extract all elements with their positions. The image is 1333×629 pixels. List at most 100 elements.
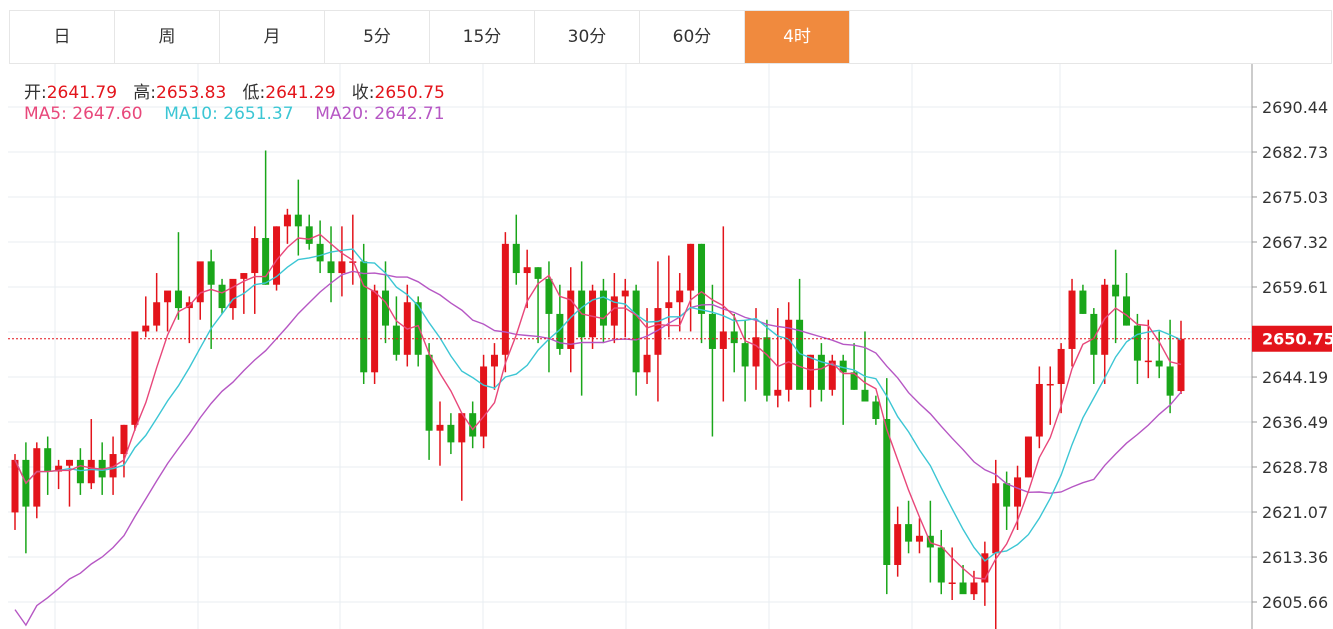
candle-body-102: [1123, 296, 1131, 326]
candle-body-59: [654, 308, 662, 355]
candle-body-71: [785, 319, 793, 390]
ma10-value: 2651.37: [223, 104, 294, 124]
timeframe-tabs: 日周月 5分 15分 30分 60分 4时: [9, 10, 1332, 64]
candle-body-85: [937, 547, 945, 583]
candle-body-18: [207, 261, 215, 285]
ma20-label: MA20:: [315, 104, 369, 124]
candle-body-43: [480, 366, 488, 437]
candle-body-30: [338, 261, 346, 274]
tab-6[interactable]: 60分: [640, 11, 745, 63]
ohlc-readout: 开:2641.79 高:2653.83 低:2641.29 收:2650.75: [24, 78, 445, 103]
ma5-value: 2647.60: [72, 104, 143, 124]
candle-body-92: [1014, 477, 1022, 507]
candle-body-97: [1068, 290, 1076, 349]
candle-body-14: [164, 290, 172, 303]
candle-body-50: [556, 313, 564, 349]
candle-body-74: [817, 354, 825, 390]
y-tick-label-11: 2605.66: [1262, 593, 1328, 612]
candle-body-5: [65, 459, 73, 466]
candle-body-38: [425, 354, 433, 431]
candle-body-2: [33, 448, 41, 507]
candle-body-90: [992, 483, 1000, 554]
candle-body-15: [174, 290, 182, 309]
candle-body-49: [545, 278, 553, 314]
last-price-label: 2650.75: [1262, 330, 1333, 349]
candle-body-65: [719, 331, 727, 349]
candle-body-13: [153, 302, 161, 326]
candle-body-75: [828, 360, 836, 390]
y-tick-label-8: 2628.78: [1262, 458, 1328, 477]
low-value: 2641.29: [265, 83, 336, 103]
candle-body-17: [196, 261, 204, 303]
candle-body-6: [76, 459, 84, 484]
candle-body-101: [1112, 284, 1120, 297]
candle-body-32: [360, 261, 368, 373]
close-label: 收:: [351, 83, 375, 103]
candle-body-28: [316, 243, 324, 262]
candle-body-27: [305, 226, 313, 244]
candle-body-73: [806, 354, 814, 390]
candle-body-87: [959, 582, 967, 595]
tab-1[interactable]: 周: [115, 11, 220, 63]
candle-body-10: [120, 424, 128, 455]
candle-body-58: [643, 354, 651, 373]
candle-body-88: [970, 582, 978, 595]
candle-body-56: [621, 290, 629, 297]
y-tick-label-0: 2690.44: [1262, 98, 1328, 117]
candle-body-40: [447, 424, 455, 443]
candle-body-57: [632, 290, 640, 373]
y-tick-label-10: 2613.36: [1262, 548, 1328, 567]
candle-body-25: [283, 214, 291, 227]
candle-body-94: [1035, 383, 1043, 437]
y-tick-label-6: 2644.19: [1262, 368, 1328, 387]
candle-body-60: [665, 302, 673, 309]
low-label: 低:: [242, 83, 266, 103]
candle-body-78: [861, 389, 869, 402]
candle-body-67: [741, 343, 749, 367]
last-price-tag: [1252, 325, 1332, 352]
candle-body-76: [839, 360, 847, 373]
candle-body-48: [534, 267, 542, 279]
candle-body-81: [894, 524, 902, 565]
tab-4[interactable]: 15分: [430, 11, 535, 63]
tab-7[interactable]: 4时: [745, 11, 850, 63]
candle-body-77: [850, 372, 858, 390]
tab-0[interactable]: 日: [10, 11, 115, 63]
candle-body-37: [414, 302, 422, 355]
tab-5[interactable]: 30分: [535, 11, 640, 63]
candle-body-55: [610, 296, 618, 326]
candle-body-41: [458, 413, 466, 443]
candle-body-0: [11, 459, 19, 513]
candle-body-99: [1090, 313, 1098, 355]
tab-2[interactable]: 月: [220, 11, 325, 63]
candle-body-12: [142, 325, 150, 332]
candle-body-66: [730, 331, 738, 344]
y-tick-label-2: 2675.03: [1262, 188, 1328, 207]
candle-body-62: [687, 243, 695, 291]
candle-body-79: [872, 401, 880, 420]
candle-body-45: [501, 243, 509, 355]
candle-body-35: [392, 325, 400, 355]
candle-body-98: [1079, 290, 1087, 314]
candle-body-86: [948, 582, 956, 584]
candle-body-24: [273, 226, 281, 285]
candle-body-11: [131, 331, 139, 425]
y-tick-label-3: 2667.32: [1262, 233, 1328, 252]
candle-body-3: [44, 448, 52, 472]
candle-body-20: [229, 278, 237, 309]
candle-body-105: [1155, 360, 1163, 367]
candle-body-21: [240, 273, 248, 279]
candle-body-7: [87, 459, 95, 484]
y-tick-label-1: 2682.73: [1262, 143, 1328, 162]
candle-body-22: [251, 238, 259, 274]
candle-body-51: [567, 290, 575, 349]
candle-body-42: [469, 413, 477, 437]
candle-body-93: [1024, 436, 1032, 478]
y-tick-label-7: 2636.49: [1262, 413, 1328, 432]
tab-3[interactable]: 5分: [325, 11, 430, 63]
candle-body-31: [349, 261, 357, 263]
ma10-label: MA10:: [164, 104, 218, 124]
candle-body-68: [752, 337, 760, 367]
candle-body-44: [490, 354, 498, 367]
